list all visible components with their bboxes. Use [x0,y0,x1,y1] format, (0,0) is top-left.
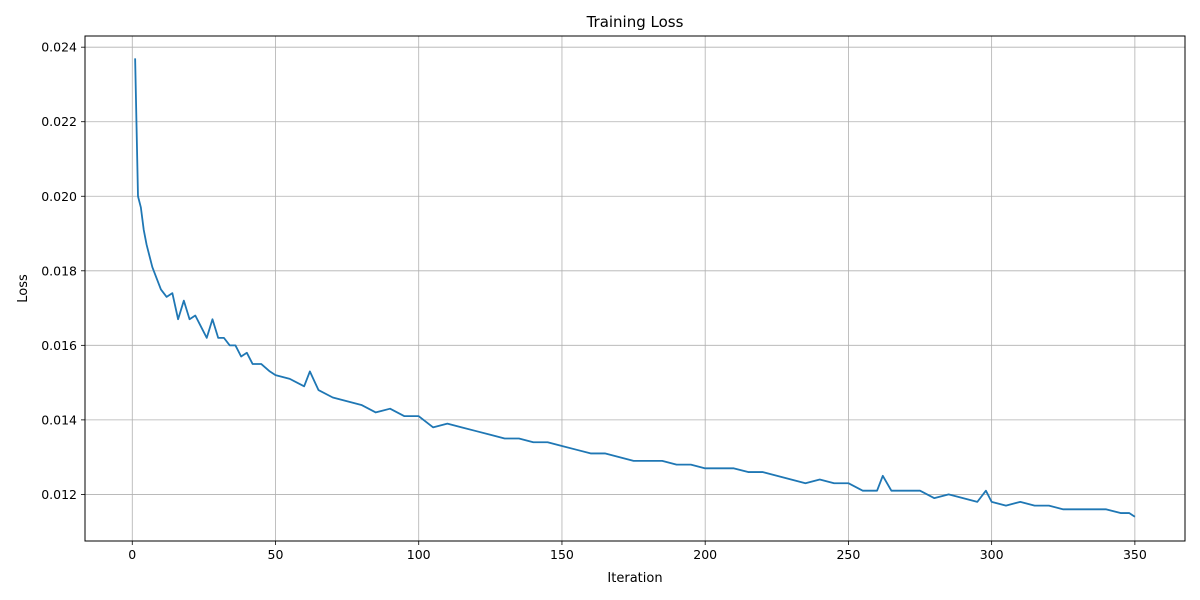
y-axis-label: Loss [16,274,31,303]
plot-frame [84,35,1186,542]
series-layer [134,58,1136,518]
y-tick-label: 0.014 [41,412,77,427]
y-tick-label: 0.012 [41,487,77,502]
loss-line [134,58,1136,518]
grid [85,36,1185,541]
y-tick-label: 0.016 [41,338,77,353]
y-tick-label: 0.022 [41,114,77,129]
y-axis: 0.012 0.014 0.016 0.018 0.020 0.022 0.024 [41,40,85,502]
x-tick-label: 350 [1123,547,1147,562]
x-tick-label: 150 [550,547,574,562]
chart-title: Training Loss [586,13,684,31]
x-tick-label: 300 [980,547,1004,562]
x-tick-label: 50 [268,547,284,562]
y-tick-label: 0.020 [41,189,77,204]
x-tick-label: 100 [407,547,431,562]
y-tick-label: 0.024 [41,40,77,55]
x-tick-label: 200 [693,547,717,562]
y-tick-label: 0.018 [41,263,77,278]
x-tick-label: 0 [128,547,136,562]
x-tick-label: 250 [836,547,860,562]
x-axis-label: Iteration [607,571,662,586]
x-axis: 0 50 100 150 200 250 300 350 [128,541,1147,562]
